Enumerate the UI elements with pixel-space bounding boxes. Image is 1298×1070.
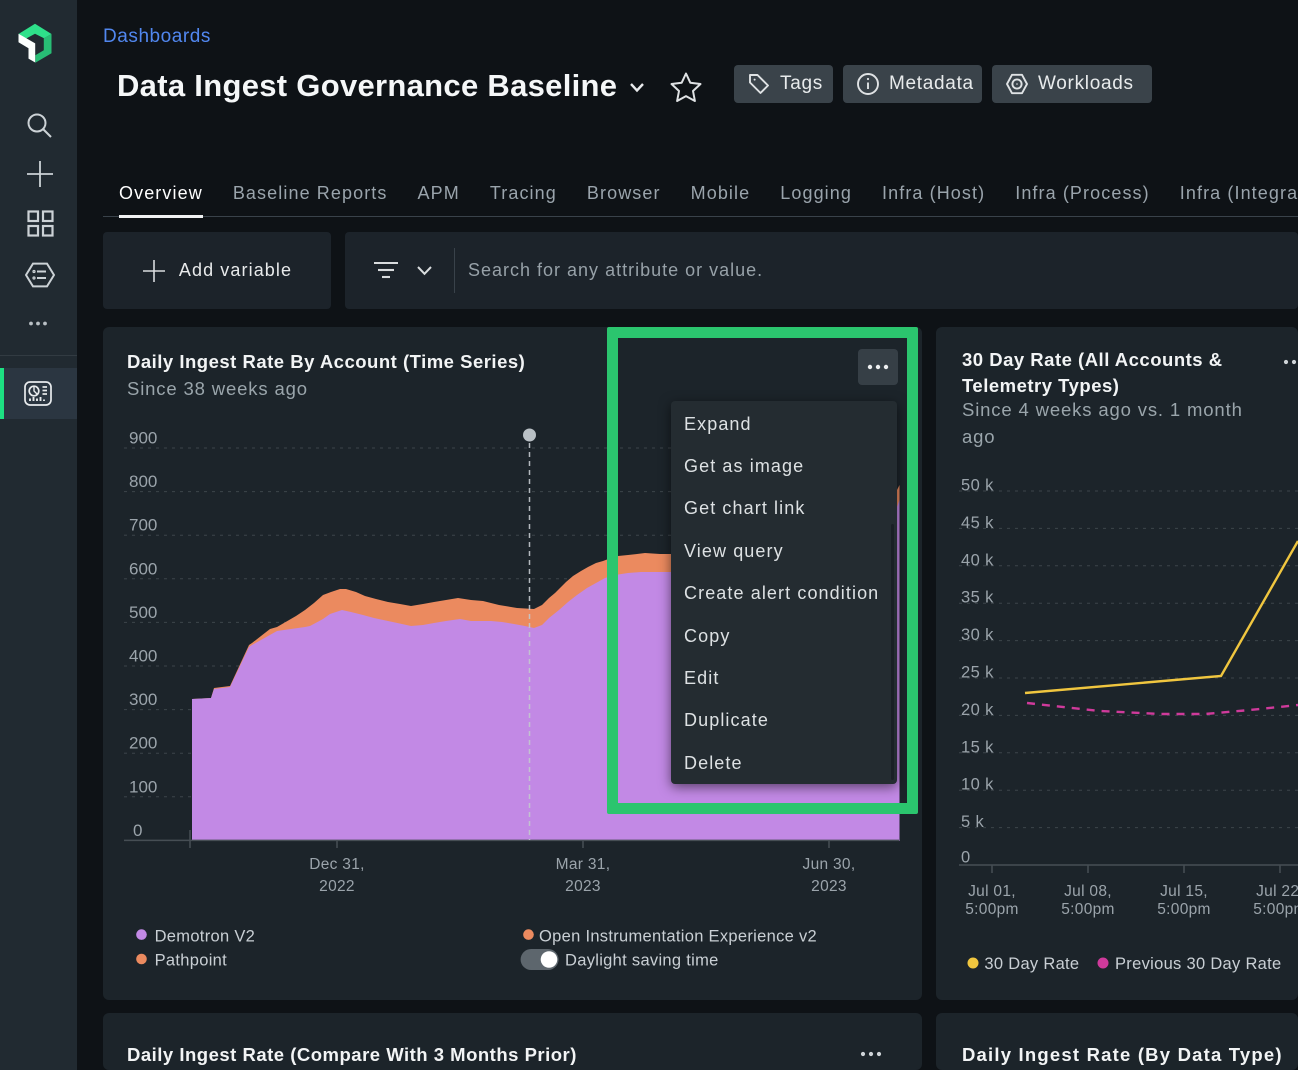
svg-text:200: 200 — [129, 734, 157, 753]
svg-text:5:00pm: 5:00pm — [1061, 901, 1115, 918]
svg-text:35 k: 35 k — [961, 589, 994, 607]
svg-text:5:00pm: 5:00pm — [1253, 901, 1298, 918]
svg-text:30 k: 30 k — [961, 626, 994, 644]
svg-text:Mar 31,: Mar 31, — [556, 856, 611, 873]
svg-text:100: 100 — [129, 777, 157, 796]
svg-text:400: 400 — [129, 647, 157, 666]
svg-text:Jul 15,: Jul 15, — [1160, 883, 1208, 900]
svg-text:45 k: 45 k — [961, 514, 994, 532]
svg-text:500: 500 — [129, 603, 157, 622]
svg-text:25 k: 25 k — [961, 664, 994, 682]
svg-text:600: 600 — [129, 559, 157, 578]
svg-text:800: 800 — [129, 472, 157, 491]
svg-text:Demotron V2: Demotron V2 — [155, 927, 256, 945]
svg-text:Jul 01,: Jul 01, — [968, 883, 1016, 900]
svg-text:40 k: 40 k — [961, 551, 994, 569]
svg-text:50 k: 50 k — [961, 477, 994, 495]
svg-text:Open Instrumentation Experienc: Open Instrumentation Experience v2 — [539, 927, 817, 945]
svg-text:15 k: 15 k — [961, 738, 994, 756]
svg-text:Pathpoint: Pathpoint — [155, 952, 228, 970]
svg-text:Daylight saving time: Daylight saving time — [565, 952, 719, 970]
svg-text:2023: 2023 — [811, 878, 847, 895]
svg-text:Dec 31,: Dec 31, — [309, 856, 365, 873]
svg-text:2023: 2023 — [565, 878, 601, 895]
svg-text:5:00pm: 5:00pm — [1157, 901, 1211, 918]
svg-text:300: 300 — [129, 690, 157, 709]
svg-text:20 k: 20 k — [961, 701, 994, 719]
svg-text:Jun 30,: Jun 30, — [803, 856, 856, 873]
svg-text:30 Day Rate: 30 Day Rate — [984, 955, 1079, 973]
svg-text:0: 0 — [133, 821, 142, 840]
svg-text:Jul 08,: Jul 08, — [1064, 883, 1112, 900]
svg-text:700: 700 — [129, 516, 157, 535]
svg-text:Jul 22,: Jul 22, — [1256, 883, 1298, 900]
svg-text:900: 900 — [129, 429, 157, 448]
svg-text:5 k: 5 k — [961, 813, 985, 831]
svg-text:10 k: 10 k — [961, 776, 994, 794]
svg-text:5:00pm: 5:00pm — [965, 901, 1019, 918]
svg-text:0: 0 — [961, 849, 971, 867]
svg-text:Previous 30 Day Rate: Previous 30 Day Rate — [1115, 955, 1282, 973]
svg-text:2022: 2022 — [319, 878, 355, 895]
